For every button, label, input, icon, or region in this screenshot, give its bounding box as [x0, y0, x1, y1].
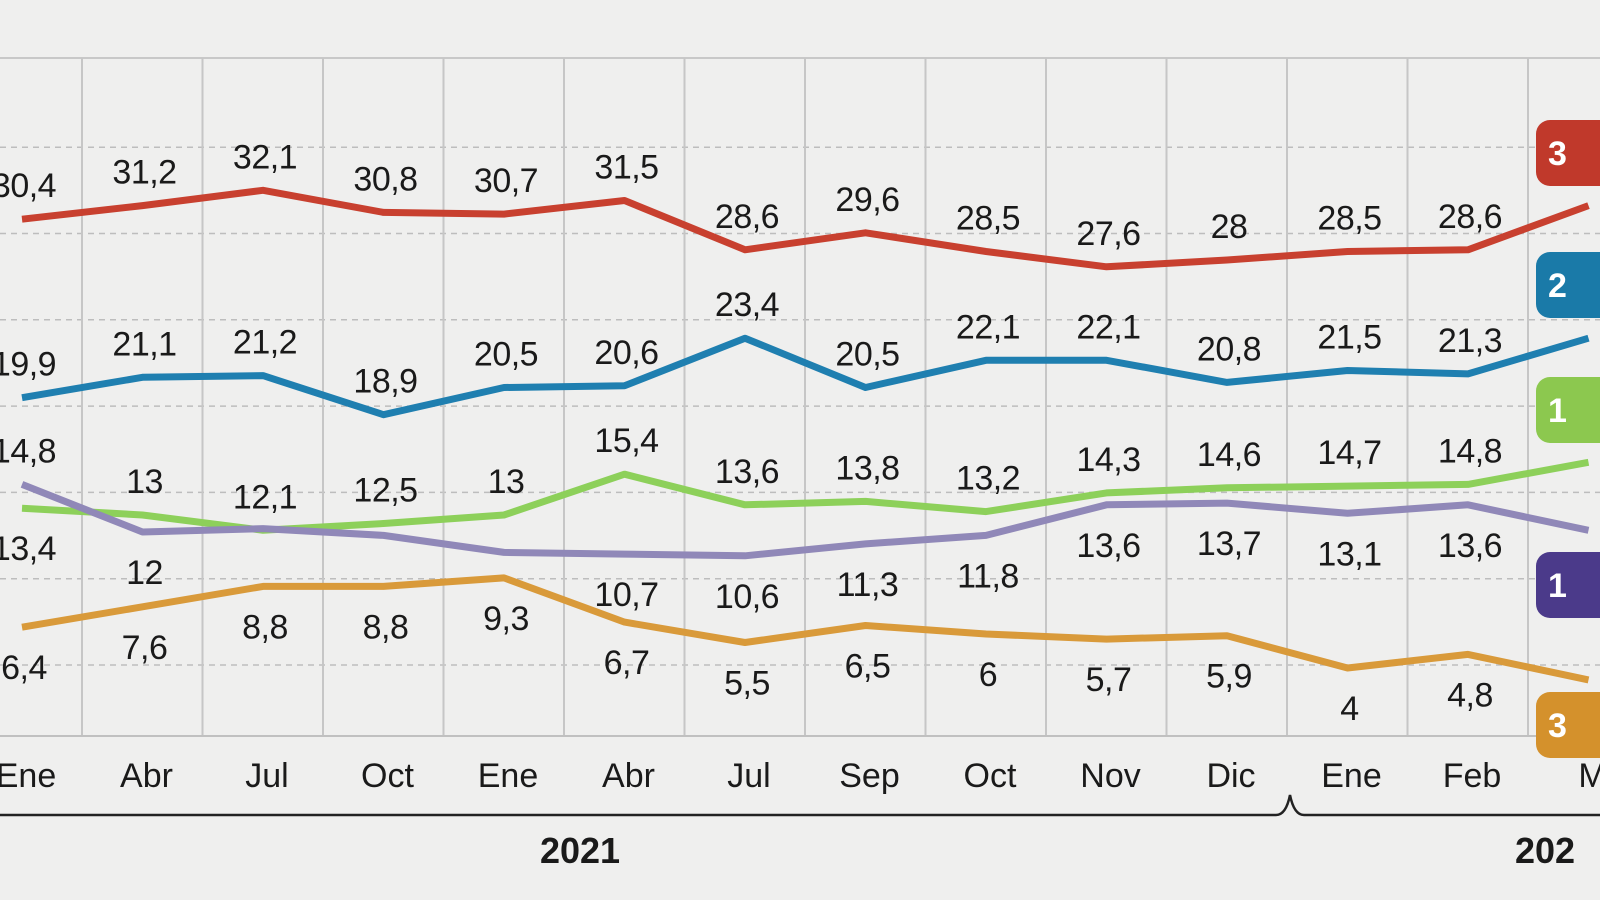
data-label: 31,5: [594, 149, 658, 187]
data-label: 20,5: [835, 336, 899, 374]
data-label: 13,7: [1197, 525, 1261, 563]
x-axis: Ene Abr Jul Oct Ene Abr Jul Sep Oct Nov Dic Ene Feb M…: [0, 757, 1600, 871]
data-label: 5,5: [724, 665, 770, 703]
data-label: 20,6: [594, 334, 658, 372]
data-label: 13,4: [0, 530, 56, 568]
data-label: 13: [488, 463, 525, 501]
data-label: 32,1: [233, 138, 297, 176]
data-label: 21,5: [1317, 319, 1381, 357]
data-label: 13,6: [715, 453, 779, 491]
data-label: 4: [1340, 690, 1358, 728]
data-label: 28,5: [956, 200, 1020, 238]
data-label: 12,5: [353, 472, 417, 510]
data-label: 15,4: [594, 422, 658, 460]
data-label: 22,1: [956, 308, 1020, 346]
data-label: 20,5: [474, 336, 538, 374]
data-label: 13,2: [956, 460, 1020, 498]
x-tick-label: Ene: [478, 757, 539, 795]
data-label: 13,6: [1438, 527, 1502, 565]
data-label: 8,8: [363, 608, 409, 646]
x-tick-label: Abr: [120, 757, 173, 795]
x-tick-label: Jul: [727, 757, 770, 795]
series-line-0: [21, 186, 1590, 271]
series-line-1: [21, 334, 1590, 419]
data-label: 14,8: [1438, 432, 1502, 470]
x-tick-label: Ene: [0, 757, 56, 795]
data-label: 14,8: [0, 432, 56, 470]
data-label: 30,7: [474, 162, 538, 200]
year-label: 202: [1515, 830, 1575, 871]
x-tick-label: Oct: [964, 757, 1017, 795]
data-label: 10,7: [594, 576, 658, 614]
end-value-badge: [1536, 120, 1600, 186]
series-lines: [20, 186, 1590, 684]
data-label: 12: [126, 554, 163, 592]
x-tick-label: Abr: [602, 757, 655, 795]
data-label: 30,4: [0, 167, 56, 205]
data-label: 29,6: [835, 181, 899, 219]
data-label: 28: [1211, 208, 1248, 246]
end-value-badge: [1536, 552, 1600, 618]
x-tick-label: Jul: [245, 757, 288, 795]
data-label: 11,3: [837, 566, 899, 604]
year-bracket: [0, 794, 1600, 817]
data-label: 14,7: [1317, 434, 1381, 472]
data-label: 28,5: [1317, 200, 1381, 238]
end-value-badge-text: 1: [1548, 392, 1567, 430]
data-label: 21,1: [112, 325, 176, 363]
x-tick-label: M: [1578, 757, 1600, 795]
end-value-badge-text: 2: [1548, 267, 1567, 305]
x-tick-label: Dic: [1206, 757, 1255, 795]
end-value-badge-text: 3: [1548, 135, 1567, 173]
data-label: 13: [126, 463, 163, 501]
data-label: 7,6: [122, 629, 168, 667]
data-label: 13,6: [1076, 527, 1140, 565]
data-label: 11,8: [957, 557, 1019, 595]
series-line-3: [20, 481, 1590, 560]
data-label: 6,5: [845, 648, 891, 686]
x-tick-label: Ene: [1321, 757, 1382, 795]
data-label: 10,6: [715, 578, 779, 616]
data-label: 30,8: [353, 160, 417, 198]
data-label: 8,8: [242, 608, 288, 646]
data-label: 22,1: [1076, 308, 1140, 346]
data-label: 19,9: [0, 346, 56, 384]
end-value-badge: [1536, 692, 1600, 758]
series-line-4: [21, 574, 1590, 684]
data-label: 28,6: [1438, 198, 1502, 236]
end-value-badge: [1536, 252, 1600, 318]
data-label: 23,4: [715, 286, 779, 324]
x-tick-label: Nov: [1080, 757, 1140, 795]
data-label: 6,7: [604, 644, 650, 682]
end-value-badge-text: 1: [1548, 567, 1567, 605]
data-label: 5,9: [1206, 658, 1252, 696]
data-label: 14,6: [1197, 436, 1261, 474]
x-tick-label: Sep: [839, 757, 900, 795]
grid: [0, 57, 1600, 737]
data-label: 13,8: [835, 449, 899, 487]
data-label: 12,1: [233, 478, 297, 516]
data-label: 18,9: [353, 363, 417, 401]
data-label: 6,4: [1, 649, 47, 687]
data-label: 14,3: [1076, 441, 1140, 479]
data-label: 21,3: [1438, 322, 1502, 360]
data-label: 21,2: [233, 324, 297, 362]
data-label: 13,1: [1317, 535, 1381, 573]
end-value-badge: [1536, 377, 1600, 443]
data-label: 5,7: [1086, 661, 1132, 699]
x-tick-label: Feb: [1443, 757, 1502, 795]
data-label: 4,8: [1447, 676, 1493, 714]
data-label: 6: [979, 656, 997, 694]
x-tick-label: Oct: [361, 757, 414, 795]
data-label: 28,6: [715, 198, 779, 236]
end-value-badge-text: 3: [1548, 707, 1567, 745]
data-label: 27,6: [1076, 215, 1140, 253]
data-label: 9,3: [483, 600, 529, 638]
data-labels: 30,4 31,2 32,1 30,8 30,7 31,5 28,6 29,6 28,5 27,6…: [0, 138, 1503, 728]
data-label: 20,8: [1197, 330, 1261, 368]
year-label: 2021: [540, 830, 620, 871]
end-badges: 3 2 1 1 3: [1536, 120, 1600, 758]
data-label: 31,2: [112, 154, 176, 192]
